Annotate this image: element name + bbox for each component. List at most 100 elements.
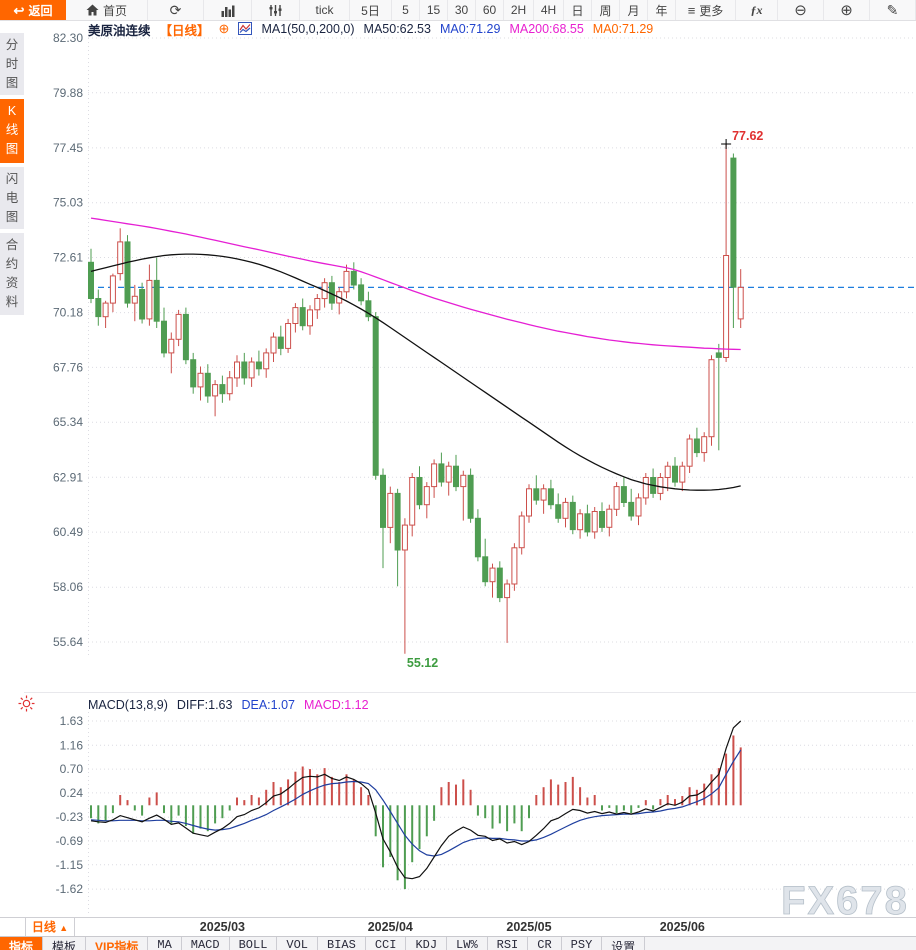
svg-text:77.62: 77.62 <box>732 129 763 143</box>
tab-ma[interactable]: MA <box>148 937 182 950</box>
symbol-title: 美原油连续 <box>88 23 151 38</box>
triangle-up-icon: ▲ <box>59 923 69 933</box>
svg-text:-0.23: -0.23 <box>56 810 84 824</box>
ma-params: MA1(50,0,200,0) <box>261 22 355 36</box>
macd-dea-value: DEA:1.07 <box>241 697 295 712</box>
back-button[interactable]: ↩ 返回 <box>0 0 66 20</box>
svg-text:FX678: FX678 <box>781 879 909 923</box>
zoom-in-button[interactable]: ⊕ <box>824 0 870 20</box>
svg-text:-1.15: -1.15 <box>56 858 84 872</box>
interval-60-button-label: 60 <box>482 3 497 17</box>
svg-text:82.30: 82.30 <box>53 31 83 45</box>
date-axis-row: 日线 ▲ <box>0 917 916 937</box>
interval-tick-button-label: tick <box>315 3 334 17</box>
period-selector[interactable]: 日线 ▲ <box>25 918 75 937</box>
interval-day-button-label: 日 <box>571 3 584 18</box>
toolbar: ↩ 返回 首页 ⟳ tick 5日 5 15 30 60 2H 4H 日周月年 ≡ 更多 ƒx ⊖ ⊕ ✎ <box>0 0 916 21</box>
svg-text:2025/03: 2025/03 <box>200 920 245 934</box>
interval-60-button[interactable]: 60 <box>476 0 504 20</box>
macd-value: MACD:1.12 <box>303 697 369 712</box>
interval-month-button[interactable]: 月 <box>620 0 648 20</box>
tab-psy[interactable]: PSY <box>562 937 603 950</box>
home-button[interactable]: 首页 <box>66 0 148 20</box>
zoom-out-button[interactable]: ⊖ <box>778 0 824 20</box>
svg-text:65.34: 65.34 <box>53 415 83 429</box>
sidebar-tab-flash-chart[interactable]: 闪电图 <box>0 167 24 229</box>
interval-5d-button[interactable]: 5日 <box>350 0 392 20</box>
home-icon <box>86 4 99 16</box>
sidebar-tab-time-chart-label: 分时图 <box>5 38 19 90</box>
home-button-label: 首页 <box>102 3 127 18</box>
macd-diff-value: DIFF:1.63 <box>176 697 233 712</box>
tab-vip-indicator[interactable]: VIP指标 <box>86 937 149 950</box>
interval-day-button[interactable]: 日 <box>564 0 592 20</box>
tab-lwr[interactable]: LW% <box>447 937 488 950</box>
svg-text:1.16: 1.16 <box>60 738 84 752</box>
svg-text:75.03: 75.03 <box>53 196 83 210</box>
svg-text:67.76: 67.76 <box>53 360 83 374</box>
svg-text:60.49: 60.49 <box>53 525 83 539</box>
svg-text:0.24: 0.24 <box>60 786 84 800</box>
macd-params: MACD(13,8,9) <box>88 697 168 712</box>
interval-week-button[interactable]: 周 <box>592 0 620 20</box>
interval-4h-button-label: 4H <box>540 3 557 17</box>
pencil-icon: ✎ <box>886 2 899 18</box>
svg-text:-0.69: -0.69 <box>56 834 84 848</box>
svg-text:2025/04: 2025/04 <box>368 920 413 934</box>
svg-text:58.06: 58.06 <box>53 580 83 594</box>
interval-2h-button[interactable]: 2H <box>504 0 534 20</box>
kline-header: 美原油连续 【日线】 ⊕ MA1(50,0,200,0) MA50:62.53 … <box>88 21 654 38</box>
interval-30-button-label: 30 <box>454 3 469 17</box>
indicator-tab-bar: 指标 模板 VIP指标 MA MACD BOLL VOL BIAS CCI KDJ LW% RSI CR… <box>0 936 916 950</box>
refresh-button[interactable]: ⟳ <box>148 0 204 20</box>
sidebar-tab-time-chart[interactable]: 分时图 <box>0 33 24 95</box>
interval-15-button-label: 15 <box>426 3 441 17</box>
interval-year-button-label: 年 <box>655 3 668 18</box>
tab-bias[interactable]: BIAS <box>318 937 366 950</box>
bar-chart-icon <box>221 5 234 17</box>
draw-button[interactable]: ✎ <box>870 0 916 20</box>
add-indicator-icon[interactable]: ⊕ <box>218 21 230 36</box>
interval-4h-button[interactable]: 4H <box>534 0 564 20</box>
more-button[interactable]: ≡ 更多 <box>676 0 736 20</box>
fx-button[interactable]: ƒx <box>736 0 778 20</box>
indicator-settings-sun-icon[interactable] <box>18 695 35 717</box>
svg-text:55.64: 55.64 <box>53 635 83 649</box>
svg-text:-1.62: -1.62 <box>56 882 84 896</box>
interval-30-button[interactable]: 30 <box>448 0 476 20</box>
tab-indicator[interactable]: 指标 <box>0 937 44 950</box>
back-arrow-icon: ↩ <box>13 2 25 18</box>
interval-tick-button[interactable]: tick <box>300 0 350 20</box>
ma0-orange-value: MA0:71.29 <box>592 22 654 36</box>
interval-5-button[interactable]: 5 <box>392 0 420 20</box>
tab-rsi[interactable]: RSI <box>488 937 529 950</box>
interval-2h-button-label: 2H <box>510 3 527 17</box>
svg-text:79.88: 79.88 <box>53 86 83 100</box>
indicator-sliders-button[interactable] <box>252 0 300 20</box>
tab-macd[interactable]: MACD <box>182 937 230 950</box>
svg-text:2025/05: 2025/05 <box>506 920 551 934</box>
tab-kdj[interactable]: KDJ <box>406 937 448 950</box>
tab-vol[interactable]: VOL <box>277 937 319 950</box>
tab-settings[interactable]: 设置 <box>602 937 646 950</box>
ma200-value: MA200:68.55 <box>509 22 584 36</box>
svg-text:0.70: 0.70 <box>60 762 84 776</box>
macd-header: MACD(13,8,9) DIFF:1.63 DEA:1.07 MACD:1.1… <box>88 697 369 712</box>
fx-button-label: ƒx <box>750 2 763 17</box>
tab-boll[interactable]: BOLL <box>230 937 278 950</box>
sidebar: 分时图 K线图闪电图合约资料 <box>0 21 24 950</box>
svg-text:1.63: 1.63 <box>60 714 84 728</box>
tab-cr[interactable]: CR <box>528 937 562 950</box>
sidebar-tab-kline-chart[interactable]: K线图 <box>0 99 24 163</box>
bar-chart-button[interactable] <box>204 0 252 20</box>
svg-text:70.18: 70.18 <box>53 306 83 320</box>
sidebar-tab-contract-info[interactable]: 合约资料 <box>0 233 24 315</box>
tab-template[interactable]: 模板 <box>43 937 87 950</box>
interval-year-button[interactable]: 年 <box>648 0 676 20</box>
interval-15-button[interactable]: 15 <box>420 0 448 20</box>
zoom-in-icon: ⊕ <box>840 1 853 19</box>
mini-chart-icon[interactable] <box>238 22 253 36</box>
tab-cci[interactable]: CCI <box>366 937 407 950</box>
